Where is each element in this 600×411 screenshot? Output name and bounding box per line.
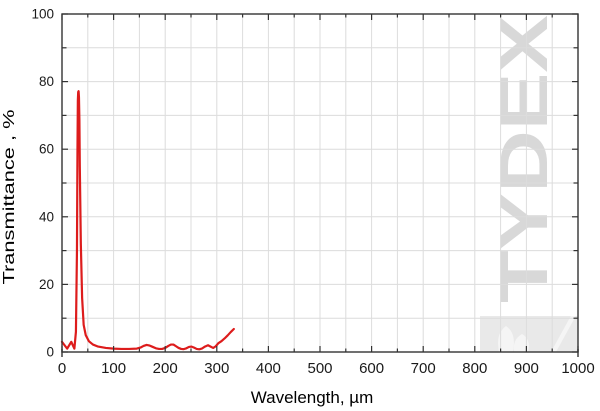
svg-text:300: 300 [204,360,229,377]
svg-text:900: 900 [514,360,539,377]
svg-text:600: 600 [359,360,384,377]
svg-text:Transmittance , %: Transmittance , % [1,110,18,285]
svg-text:1000: 1000 [561,360,594,377]
svg-text:100: 100 [31,7,54,22]
svg-text:Wavelength, µm: Wavelength, µm [251,388,374,407]
svg-text:200: 200 [153,360,178,377]
svg-text:40: 40 [39,209,54,224]
svg-text:80: 80 [39,74,54,89]
svg-text:0: 0 [46,345,54,360]
svg-text:TYDEX: TYDEX [486,15,562,303]
svg-text:400: 400 [256,360,281,377]
svg-text:100: 100 [101,360,126,377]
svg-text:700: 700 [411,360,436,377]
svg-text:0: 0 [58,360,66,377]
svg-text:20: 20 [39,277,54,292]
svg-text:800: 800 [462,360,487,377]
svg-text:60: 60 [39,142,54,157]
svg-text:500: 500 [307,360,332,377]
